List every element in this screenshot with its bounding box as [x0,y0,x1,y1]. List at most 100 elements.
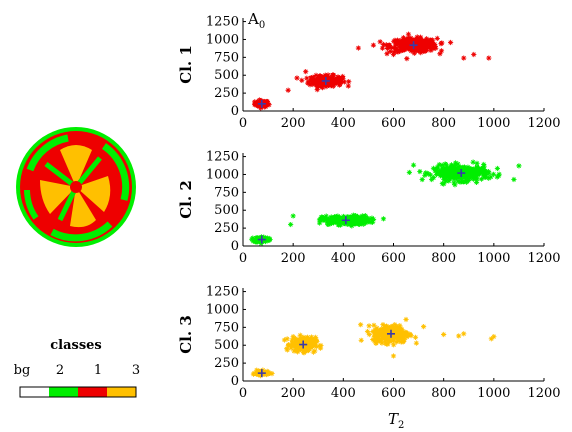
data-point [424,36,430,42]
data-point [295,348,301,354]
data-point [379,340,385,346]
data-point [454,171,460,178]
data-point [399,46,406,52]
data-point [373,340,379,346]
data-point [367,216,373,223]
disk-green-spoke-3 [57,185,79,222]
data-point [455,178,461,184]
data-point [344,215,350,221]
y-tick-label: 250 [214,86,239,101]
data-point [417,34,424,40]
data-point [408,48,414,54]
data-point [327,83,333,89]
data-point [432,168,438,174]
data-point [362,217,368,223]
data-point [366,323,372,329]
data-point [364,215,371,221]
data-point [344,221,350,227]
panel-tag-letter: A [247,10,259,28]
x-tick-label: 1200 [527,386,560,401]
data-point [394,47,400,53]
data-point [426,38,432,44]
data-point [299,336,306,342]
data-point [314,344,320,350]
data-point [406,37,412,43]
data-point [305,343,311,349]
data-point [284,347,290,353]
data-point [341,79,347,85]
data-point [297,340,303,346]
x-tick-label: 1000 [477,386,510,401]
data-point [461,331,467,337]
data-point [391,342,397,348]
y-tick-label: 0 [231,104,239,119]
data-point [369,215,375,221]
data-point [455,164,461,170]
centroid-marker-1 [257,369,266,378]
data-point [437,51,443,57]
data-point [328,217,334,223]
data-point [419,176,425,183]
data-point [392,322,398,328]
data-point [386,329,393,336]
data-point [395,38,401,44]
data-point [290,334,296,340]
data-point [365,219,372,225]
data-point [372,337,379,344]
data-point [386,326,392,332]
data-point [257,103,263,109]
data-point [285,87,291,93]
data-point [391,49,397,55]
y-tick-label: 1000 [206,167,239,182]
data-point [400,338,406,344]
data-point [323,83,329,90]
data-point [420,38,426,44]
data-point [326,216,332,222]
data-point [383,325,389,331]
legend-label-bg: bg [14,363,31,378]
data-point [387,48,393,54]
data-point [438,171,444,177]
data-point [394,332,400,338]
data-point [296,345,302,352]
scatter-panels: 0 200 400 600 800 1000 1200025050075010001250C… [177,15,561,401]
data-point [399,40,405,46]
data-point [478,176,485,182]
data-point [250,371,257,377]
data-point [446,178,452,184]
data-point [327,220,333,226]
data-point [288,221,294,228]
legend-swatch-0 [20,387,49,397]
data-point [428,41,434,47]
data-point [442,165,448,171]
legend-swatch-3 [107,387,136,397]
data-point [371,322,377,328]
data-point [303,346,310,352]
data-point [414,34,420,40]
data-point [315,74,321,81]
y-tick-label: 250 [214,221,239,236]
data-point [428,45,434,51]
data-point [308,75,314,81]
data-point [306,340,313,347]
data-point [464,166,470,172]
data-point [266,102,272,108]
data-point [410,37,416,44]
data-point [363,220,369,226]
data-point [439,162,445,168]
data-point [330,82,337,88]
data-point [284,336,290,342]
data-point [361,214,367,220]
data-point [293,337,299,343]
data-point [310,74,316,80]
data-point [316,343,323,349]
data-point [486,175,492,181]
y-tick-label: 0 [231,374,239,389]
data-point [358,214,364,220]
data-point [443,167,449,174]
data-point [411,50,417,56]
data-point [456,333,462,339]
data-point [294,75,300,81]
data-point [474,169,480,175]
data-point [473,172,479,178]
